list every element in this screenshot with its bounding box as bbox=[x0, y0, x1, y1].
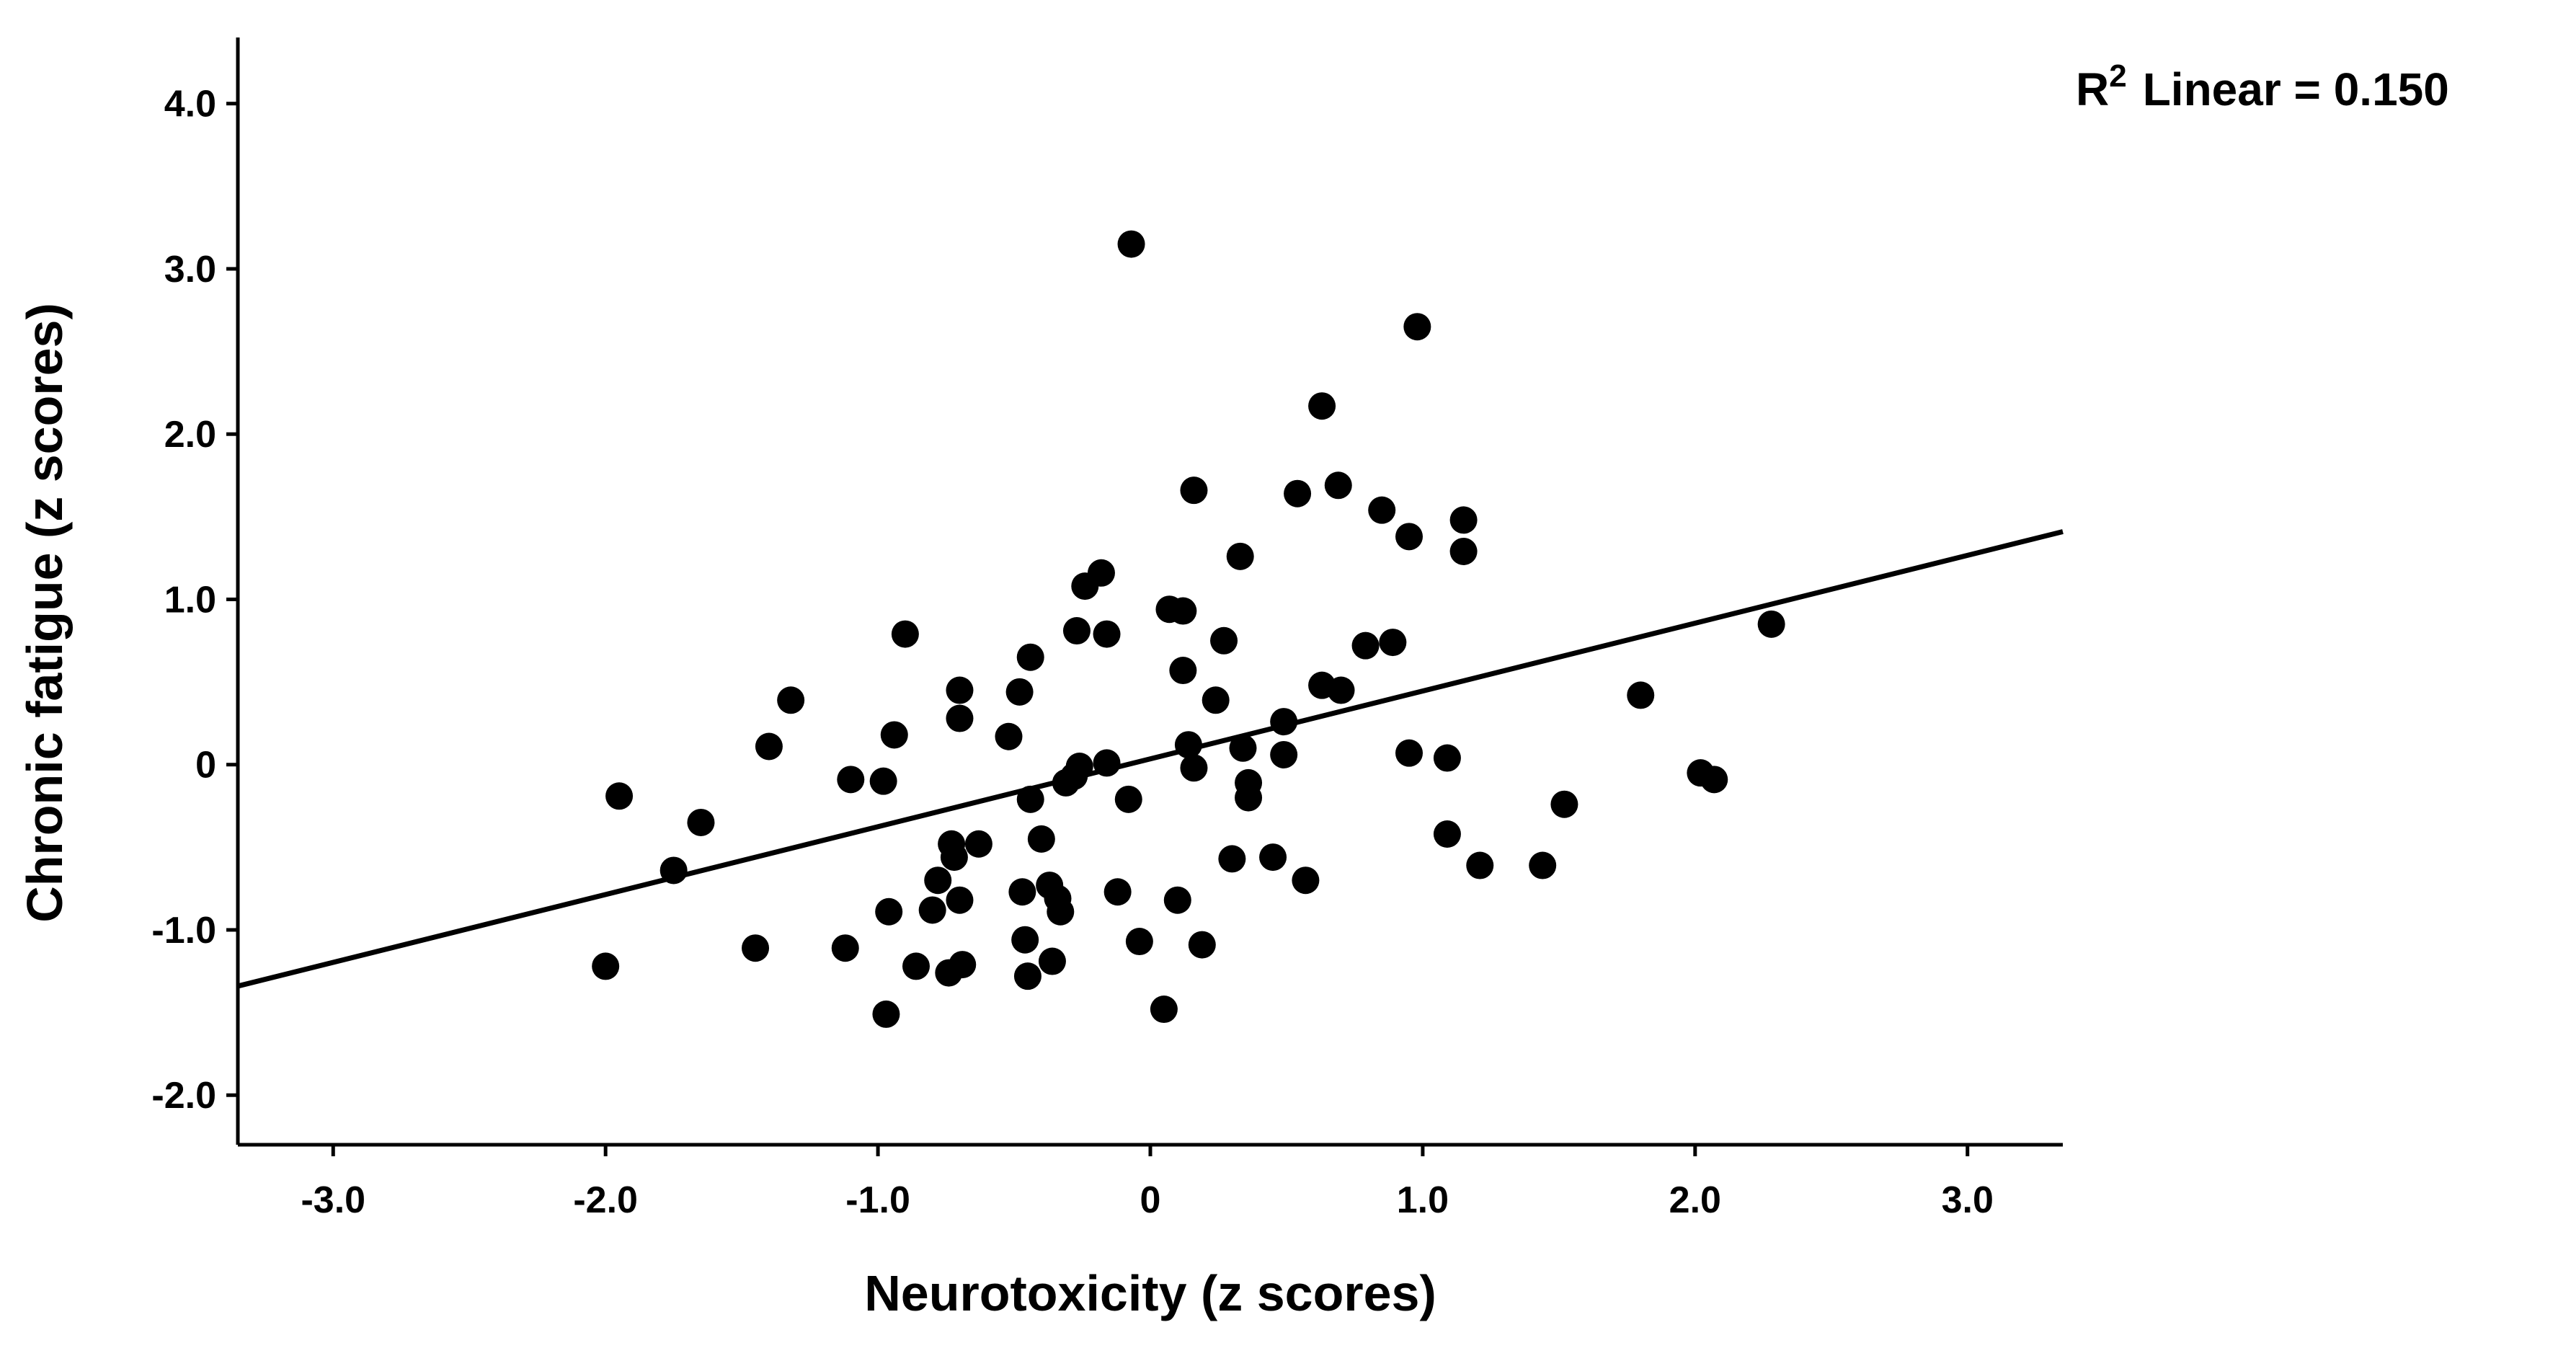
x-tick-label: 0 bbox=[1140, 1179, 1161, 1221]
data-point bbox=[1005, 678, 1034, 706]
data-point bbox=[1324, 471, 1352, 500]
data-point bbox=[918, 896, 946, 924]
data-point bbox=[742, 934, 770, 962]
data-point bbox=[837, 766, 865, 794]
data-point bbox=[1027, 825, 1055, 853]
data-point bbox=[1013, 962, 1041, 990]
data-point bbox=[831, 934, 859, 962]
r-squared-value: Linear = 0.150 bbox=[2143, 63, 2449, 115]
x-tick-label: 3.0 bbox=[1942, 1179, 1994, 1221]
data-point bbox=[1062, 617, 1091, 645]
r-squared-label: R2 Linear = 0.150 bbox=[2076, 58, 2449, 115]
data-point bbox=[1433, 744, 1461, 772]
data-point bbox=[1038, 947, 1066, 975]
r-squared-prefix: R bbox=[2076, 63, 2109, 115]
data-point bbox=[949, 951, 977, 979]
data-point bbox=[1284, 479, 1312, 507]
data-point bbox=[1163, 886, 1191, 914]
data-point bbox=[1368, 496, 1396, 524]
y-axis-ticks: -2.0 -1.0 0 1.0 2.0 3.0 4.0 bbox=[151, 84, 238, 1117]
data-point bbox=[1379, 629, 1407, 657]
data-point bbox=[1259, 843, 1287, 872]
x-tick-label: -2.0 bbox=[573, 1179, 638, 1221]
data-point bbox=[1202, 686, 1230, 714]
data-point bbox=[1093, 620, 1121, 648]
fit-line bbox=[237, 529, 2064, 989]
data-point bbox=[946, 704, 974, 732]
data-point bbox=[1117, 230, 1145, 258]
y-tick-label: 0 bbox=[195, 745, 216, 786]
data-point bbox=[1188, 931, 1216, 959]
data-point bbox=[1403, 313, 1431, 341]
y-tick-label: -1.0 bbox=[151, 910, 216, 952]
data-point bbox=[1466, 851, 1494, 879]
data-point bbox=[1103, 878, 1132, 906]
y-tick-label: -2.0 bbox=[151, 1075, 216, 1117]
data-point bbox=[872, 1000, 900, 1028]
x-tick-label: -1.0 bbox=[845, 1179, 910, 1221]
data-point bbox=[1180, 476, 1208, 505]
data-point bbox=[1150, 996, 1178, 1024]
data-point bbox=[605, 782, 634, 810]
data-point bbox=[1449, 506, 1478, 534]
data-point bbox=[592, 952, 620, 980]
x-tick-label: 2.0 bbox=[1669, 1179, 1721, 1221]
data-point bbox=[891, 620, 919, 648]
data-point bbox=[1433, 820, 1461, 848]
data-point bbox=[1308, 392, 1336, 420]
data-point bbox=[687, 808, 715, 836]
data-point bbox=[1395, 739, 1424, 767]
data-point bbox=[1292, 866, 1320, 895]
data-point bbox=[1226, 542, 1254, 570]
y-tick-label: 3.0 bbox=[164, 249, 216, 291]
y-tick-label: 4.0 bbox=[164, 84, 216, 125]
data-point bbox=[1016, 643, 1044, 671]
data-point bbox=[777, 686, 805, 714]
data-point bbox=[1008, 878, 1036, 906]
data-point bbox=[875, 897, 903, 926]
y-tick-label: 1.0 bbox=[164, 579, 216, 621]
x-axis-ticks: -3.0 -2.0 -1.0 0 1.0 2.0 3.0 bbox=[301, 1145, 1994, 1221]
data-point bbox=[1627, 681, 1655, 709]
data-point bbox=[1169, 657, 1197, 685]
data-points bbox=[592, 230, 1785, 1028]
data-point bbox=[1169, 597, 1197, 625]
data-point bbox=[1235, 784, 1263, 812]
data-point bbox=[946, 676, 974, 704]
data-point bbox=[1327, 676, 1355, 704]
y-axis-title: Chronic fatigue (z scores) bbox=[17, 303, 73, 923]
data-point bbox=[1229, 734, 1257, 762]
x-axis-title: Neurotoxicity (z scores) bbox=[864, 1265, 1436, 1321]
data-point bbox=[1218, 845, 1246, 873]
data-point bbox=[1550, 790, 1578, 818]
data-point bbox=[1180, 754, 1208, 782]
data-point bbox=[924, 866, 952, 895]
data-point bbox=[946, 886, 974, 914]
data-point bbox=[880, 721, 908, 749]
data-point bbox=[1125, 928, 1153, 956]
data-point bbox=[1529, 851, 1557, 879]
data-point bbox=[755, 732, 783, 761]
data-point bbox=[1351, 631, 1380, 660]
data-point bbox=[1087, 559, 1115, 587]
data-point bbox=[1210, 626, 1238, 655]
data-point bbox=[1449, 537, 1478, 565]
data-point bbox=[902, 952, 930, 980]
data-point bbox=[964, 830, 992, 858]
data-point bbox=[1011, 926, 1039, 954]
x-tick-label: -3.0 bbox=[301, 1179, 365, 1221]
r-squared-superscript: 2 bbox=[2109, 58, 2126, 94]
data-point bbox=[869, 767, 897, 795]
data-point bbox=[1114, 785, 1142, 813]
data-point bbox=[1395, 523, 1424, 551]
data-point bbox=[1270, 740, 1298, 768]
y-tick-label: 2.0 bbox=[164, 414, 216, 456]
data-point bbox=[995, 722, 1023, 750]
x-tick-label: 1.0 bbox=[1397, 1179, 1449, 1221]
data-point bbox=[1047, 897, 1075, 926]
data-point bbox=[1700, 766, 1728, 794]
data-point bbox=[1757, 610, 1785, 638]
data-point bbox=[940, 843, 968, 872]
